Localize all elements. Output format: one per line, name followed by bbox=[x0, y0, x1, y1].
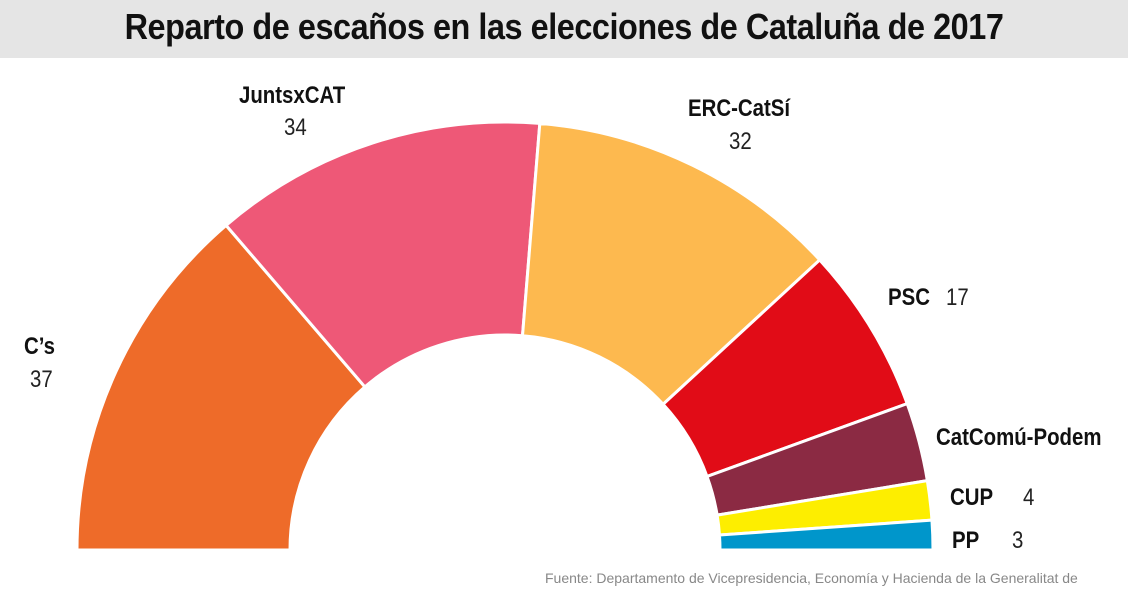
slice-juntsxcat bbox=[223, 120, 542, 390]
value-juntsxcat: 34 bbox=[284, 114, 307, 141]
label-cs: C’s bbox=[24, 333, 55, 360]
label-erc: ERC-CatSí bbox=[688, 95, 791, 122]
title-bar bbox=[0, 0, 1128, 58]
label-cup: CUP bbox=[950, 484, 994, 511]
value-psc: 17 bbox=[946, 284, 969, 311]
value-cs: 37 bbox=[30, 366, 53, 393]
label-pp: PP bbox=[952, 527, 980, 554]
label-catcomu: CatComú-Podem bbox=[936, 424, 1102, 451]
label-juntsxcat: JuntsxCAT bbox=[239, 82, 346, 109]
slice-pp bbox=[717, 518, 935, 552]
source-note: Fuente: Departamento de Vicepresidencia,… bbox=[545, 570, 1078, 586]
chart-title: Reparto de escaños en las elecciones de … bbox=[124, 6, 1004, 47]
slice-c-s bbox=[75, 223, 368, 552]
value-cup: 4 bbox=[1023, 484, 1035, 511]
value-erc: 32 bbox=[729, 128, 752, 155]
label-psc: PSC bbox=[888, 284, 930, 311]
value-pp: 3 bbox=[1012, 527, 1024, 554]
slice-erc-cats- bbox=[520, 121, 822, 407]
